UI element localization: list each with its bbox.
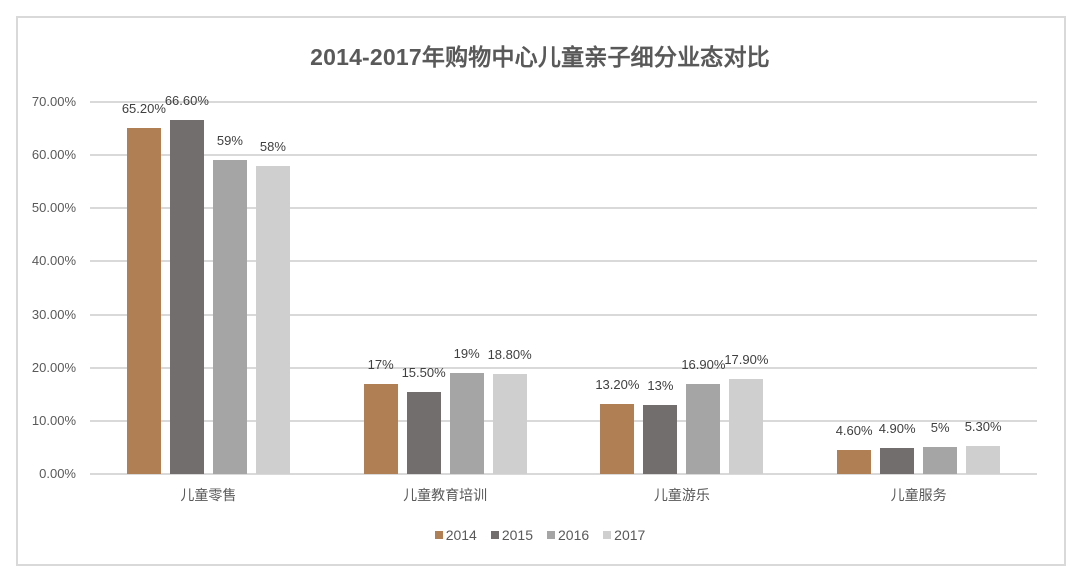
- value-label: 5.30%: [964, 418, 1002, 434]
- x-category-label: 儿童零售: [180, 487, 237, 503]
- y-tick-label: 10.00%: [31, 412, 76, 428]
- bar-2016: [686, 384, 721, 474]
- legend-swatch-icon: [434, 531, 443, 539]
- legend-swatch-icon: [547, 531, 555, 539]
- x-category-label: 儿童服务: [890, 487, 947, 503]
- bar-2016: [923, 447, 958, 474]
- legend-item-2016: 2016: [547, 527, 589, 543]
- bar-2014: [363, 383, 398, 474]
- value-label: 66.60%: [164, 93, 209, 109]
- bar-2014: [837, 449, 872, 474]
- gridline: [90, 419, 1037, 422]
- bar-2016: [212, 160, 247, 474]
- legend-label: 2014: [445, 527, 477, 543]
- legend-swatch-icon: [603, 531, 612, 539]
- bar-2016: [449, 373, 484, 474]
- bar-2015: [643, 404, 678, 474]
- value-label: 18.80%: [487, 347, 532, 363]
- bar-2015: [880, 447, 915, 474]
- legend-item-2017: 2017: [603, 527, 645, 543]
- gridline: [90, 101, 1037, 103]
- y-tick-label: 0.00%: [39, 466, 76, 481]
- legend-label: 2015: [501, 527, 533, 543]
- gridline: [90, 207, 1037, 210]
- chart-title: 2014-2017年购物中心儿童亲子细分业态对比: [310, 44, 770, 70]
- legend-swatch-icon: [490, 531, 499, 539]
- value-label: 59%: [216, 133, 243, 149]
- legend-item-2015: 2015: [490, 527, 533, 543]
- gridline: [90, 154, 1037, 157]
- gridline: [90, 473, 1037, 475]
- gridline: [90, 313, 1037, 316]
- value-label: 58%: [259, 138, 286, 154]
- legend-label: 2017: [614, 527, 646, 543]
- y-tick-label: 40.00%: [31, 253, 76, 269]
- value-label: 5%: [930, 420, 950, 436]
- bar-2017: [492, 374, 527, 474]
- gridline: [90, 366, 1037, 369]
- value-label: 17%: [367, 356, 394, 372]
- legend-label: 2016: [558, 527, 590, 543]
- value-label: 16.90%: [681, 357, 726, 373]
- value-label: 15.50%: [401, 364, 446, 380]
- value-label: 13.20%: [595, 376, 640, 392]
- legend-item-2014: 2014: [434, 527, 477, 543]
- y-tick-label: 60.00%: [31, 147, 76, 163]
- y-tick-label: 50.00%: [31, 200, 76, 216]
- bar-2017: [255, 165, 290, 474]
- value-label: 13%: [647, 377, 674, 393]
- value-label: 4.60%: [835, 422, 873, 438]
- bar-2014: [126, 127, 161, 474]
- x-category-label: 儿童游乐: [653, 487, 710, 503]
- value-label: 19%: [453, 346, 480, 362]
- value-label: 65.20%: [121, 100, 166, 116]
- y-tick-label: 70.00%: [31, 94, 76, 109]
- gridline: [90, 260, 1037, 263]
- y-tick-label: 20.00%: [31, 359, 76, 375]
- bar-2017: [966, 445, 1001, 474]
- value-label: 4.90%: [878, 420, 916, 436]
- value-label: 17.90%: [724, 351, 769, 367]
- legend: 2014 2015 2016 2017: [0, 527, 1080, 543]
- bar-2017: [729, 378, 764, 474]
- x-category-label: 儿童教育培训: [403, 487, 488, 503]
- bar-2014: [600, 403, 635, 474]
- y-tick-label: 30.00%: [31, 306, 76, 322]
- bar-2015: [406, 391, 441, 474]
- bar-2015: [169, 120, 204, 474]
